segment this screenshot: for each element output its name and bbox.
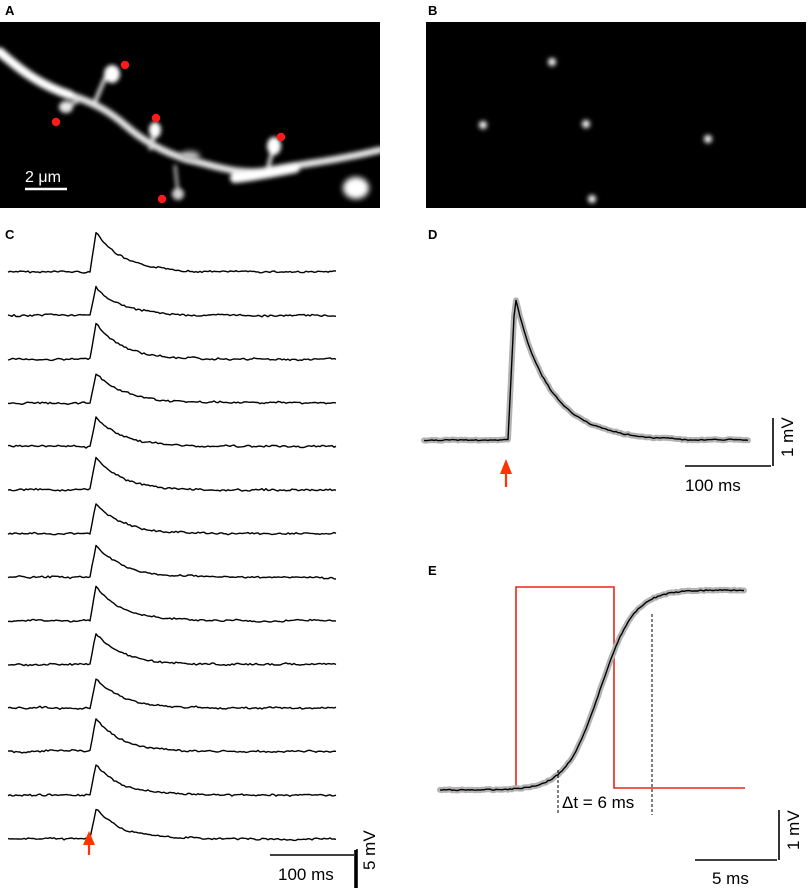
panel-e-time-label: 5 ms (712, 869, 749, 888)
panel-letter-a: A (5, 3, 15, 18)
trace-c (7, 285, 337, 318)
trace-c (7, 678, 337, 710)
trace-c (7, 232, 337, 274)
trace-c (7, 764, 337, 797)
panel-c-scale-bars: 5 mV 100 ms (270, 830, 379, 888)
panel-c-stimulus-marker (83, 831, 95, 855)
panel-c-traces (7, 232, 337, 842)
uncaging-spot (157, 194, 167, 204)
panel-c-voltage-label: 5 mV (360, 830, 379, 870)
dendrite (0, 47, 380, 200)
trace-c (7, 808, 337, 842)
panel-d-stimulus-marker (500, 459, 512, 487)
panel-e-delta-label: Δt = 6 ms (562, 793, 634, 812)
panel-b-image (426, 22, 806, 208)
dim-blob (180, 151, 200, 161)
pattern-spot (479, 121, 487, 129)
panel-d-time-label: 100 ms (685, 476, 741, 495)
panel-letter-d: D (428, 227, 437, 242)
panel-d-voltage-label: 1 mV (778, 417, 797, 457)
panel-e-mean-trace (439, 589, 744, 792)
bright-blob (343, 177, 369, 199)
trace-c (8, 416, 337, 449)
panel-d-average-trace (421, 297, 751, 444)
panel-a-scale-label: 2 μm (25, 169, 61, 186)
pattern-spot (548, 58, 556, 66)
panel-letter-c: C (5, 227, 15, 242)
trace-c (7, 322, 337, 362)
panel-e-sem-band (437, 586, 747, 794)
uncaging-spots (51, 60, 286, 204)
panel-c-time-label: 100 ms (278, 865, 334, 884)
uncaging-spot (276, 132, 286, 142)
trace-c (7, 456, 337, 492)
trace-c (7, 718, 337, 754)
panel-e-voltage-label: 1 mV (784, 810, 803, 850)
pattern-spot (588, 195, 596, 203)
panel-letter-e: E (428, 563, 437, 578)
panel-e-scale-bars: 1 mV 5 ms (695, 810, 803, 888)
panel-b-background (426, 22, 806, 208)
uncaging-spot (120, 60, 130, 70)
panel-letter-b: B (428, 3, 437, 18)
pattern-spot (704, 135, 712, 143)
panel-a-background (0, 22, 380, 208)
trace-c (7, 633, 337, 667)
panel-d-mean-trace (423, 299, 749, 442)
panel-d-scale-bars: 1 mV 100 ms (685, 417, 797, 495)
trace-c (7, 544, 337, 580)
panel-a-image: 2 μm (0, 22, 380, 208)
panel-d-sem-band (421, 297, 751, 444)
panel-e-pulse (440, 586, 745, 789)
trace-c (7, 503, 337, 536)
panel-e-plot: Δt = 6 ms (437, 586, 747, 815)
trace-c (7, 373, 337, 406)
pattern-spot (582, 120, 590, 128)
uncaging-spot (51, 117, 61, 127)
trace-c (7, 585, 337, 623)
uncaging-spot (151, 113, 161, 123)
uncaging-pattern (479, 58, 712, 203)
